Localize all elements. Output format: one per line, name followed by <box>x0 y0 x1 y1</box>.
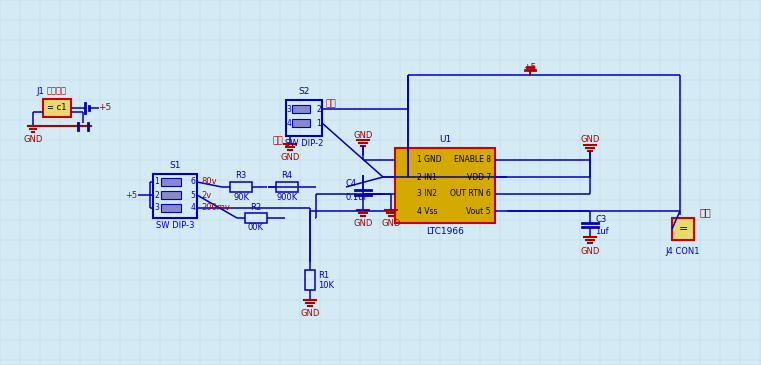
Text: 3 IN2: 3 IN2 <box>417 189 437 199</box>
Text: 0.1uf: 0.1uf <box>345 192 367 201</box>
Text: OUT RTN 6: OUT RTN 6 <box>450 189 491 199</box>
Bar <box>161 178 181 186</box>
Text: 1: 1 <box>154 177 159 187</box>
Bar <box>286 100 322 136</box>
Text: 交流: 交流 <box>272 137 283 146</box>
Text: GND: GND <box>24 134 43 143</box>
Text: GND: GND <box>581 135 600 145</box>
Text: SW DIP-3: SW DIP-3 <box>156 222 194 231</box>
Bar <box>276 182 298 192</box>
Text: =: = <box>678 224 688 234</box>
Text: 1uf: 1uf <box>595 227 609 235</box>
Bar <box>161 191 181 199</box>
Text: 电压输入: 电压输入 <box>47 87 67 96</box>
Text: J1: J1 <box>36 87 44 96</box>
Text: 1 GND: 1 GND <box>417 155 441 165</box>
Text: C4: C4 <box>345 178 356 188</box>
Text: R4: R4 <box>282 172 292 181</box>
Text: R3: R3 <box>235 172 247 181</box>
Bar <box>292 105 310 113</box>
Text: 200mv: 200mv <box>201 204 230 212</box>
Text: VDD 7: VDD 7 <box>466 173 491 181</box>
Text: 4: 4 <box>190 204 196 212</box>
Bar <box>153 174 197 218</box>
Text: SW DIP-2: SW DIP-2 <box>285 139 323 149</box>
Text: 6: 6 <box>190 177 196 187</box>
Text: +5: +5 <box>98 104 112 112</box>
Bar <box>245 213 267 223</box>
Text: 2: 2 <box>154 191 159 200</box>
Text: 3: 3 <box>287 104 291 114</box>
Text: 900K: 900K <box>276 192 298 201</box>
Text: GND: GND <box>280 154 300 162</box>
Text: 2v: 2v <box>201 191 212 200</box>
Bar <box>292 119 310 127</box>
Text: J4 CON1: J4 CON1 <box>666 246 700 256</box>
Bar <box>672 218 694 240</box>
Text: 2 IN1: 2 IN1 <box>417 173 437 181</box>
Text: C3: C3 <box>595 215 607 224</box>
Text: GND: GND <box>353 219 373 228</box>
Text: +5: +5 <box>524 62 537 72</box>
Text: 直流: 直流 <box>325 100 336 108</box>
Text: S1: S1 <box>169 161 181 170</box>
Text: 00K: 00K <box>248 223 264 233</box>
Text: GND: GND <box>381 219 401 228</box>
Text: 输出: 输出 <box>700 207 712 217</box>
Text: 80v: 80v <box>201 177 217 187</box>
Text: GND: GND <box>301 310 320 319</box>
Text: 4: 4 <box>287 119 291 127</box>
Text: S2: S2 <box>298 88 310 96</box>
Bar <box>305 270 315 290</box>
Text: LTC1966: LTC1966 <box>426 227 464 235</box>
Text: 10K: 10K <box>318 280 334 289</box>
Bar <box>230 182 252 192</box>
Text: 90K: 90K <box>233 192 249 201</box>
Text: R1: R1 <box>318 270 329 280</box>
Text: 4 Vss: 4 Vss <box>417 207 438 215</box>
Text: 2: 2 <box>317 104 321 114</box>
Text: 5: 5 <box>190 191 196 200</box>
Text: R2: R2 <box>250 203 262 211</box>
Bar <box>161 204 181 212</box>
Text: 3: 3 <box>154 204 160 212</box>
Text: U1: U1 <box>439 135 451 145</box>
Text: = c1: = c1 <box>47 104 67 112</box>
Text: ENABLE 8: ENABLE 8 <box>454 155 491 165</box>
Text: GND: GND <box>353 131 373 139</box>
Bar <box>395 148 495 223</box>
Text: 1: 1 <box>317 119 321 127</box>
Text: Vout 5: Vout 5 <box>466 207 491 215</box>
Text: +5: +5 <box>125 191 137 200</box>
Bar <box>43 99 71 117</box>
Text: GND: GND <box>581 246 600 256</box>
